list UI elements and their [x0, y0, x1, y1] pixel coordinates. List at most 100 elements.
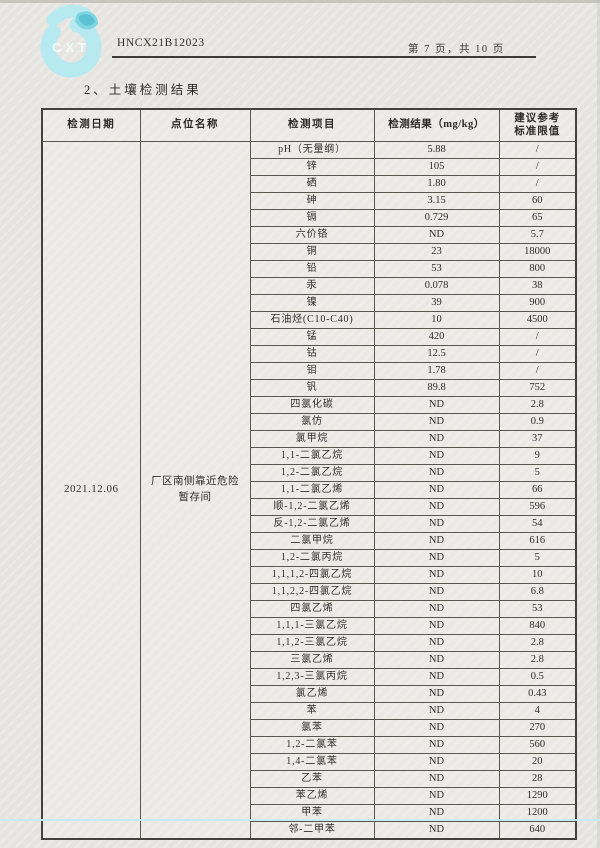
result-cell: 420 — [373, 328, 500, 346]
analyte-cell: 石油烃(C10-C40) — [249, 311, 375, 329]
limit-cell: 0.5 — [498, 668, 577, 686]
table-row: 砷 3.15 60 — [42, 192, 577, 210]
limit-cell: 0.43 — [498, 685, 577, 703]
col-header-date: 检测日期 — [41, 108, 141, 142]
analyte-cell: 顺-1,2-二氯乙烯 — [249, 498, 375, 516]
table-body: 2021.12.06 厂区南侧靠近危险暂存间 pH（无量纲） 5.88/锌 105/硒 1… — [41, 141, 577, 840]
result-cell: ND — [373, 770, 500, 788]
analyte-cell: 苯乙烯 — [249, 787, 375, 805]
analyte-cell: 三氯乙烯 — [249, 651, 375, 669]
scan-right-edge — [597, 0, 600, 848]
result-cell: ND — [373, 821, 500, 840]
result-cell: 23 — [373, 243, 500, 261]
limit-cell: 5.7 — [498, 226, 577, 244]
table-row: 六价铬 ND 5.7 — [42, 226, 577, 244]
limit-cell: 2.8 — [498, 634, 577, 652]
table-row: 2021.12.06 厂区南侧靠近危险暂存间 pH（无量纲） 5.88/ — [41, 141, 577, 840]
table-row: 氯仿 ND 0.9 — [42, 413, 577, 431]
result-cell: 39 — [373, 294, 500, 312]
table-row: 汞 0.078 38 — [42, 277, 577, 295]
logo-text: CXT — [52, 40, 90, 55]
analyte-cell: 1,2,3-三氯丙烷 — [249, 668, 375, 686]
result-cell: ND — [373, 702, 500, 720]
table-header-row: 检测日期 点位名称 检测项目 检测结果（mg/kg） 建议参考标准限值 — [41, 108, 577, 142]
analyte-cell: 1,2-二氯丙烷 — [249, 549, 375, 567]
col-header-item: 检测项目 — [249, 108, 375, 142]
result-cell: ND — [373, 413, 500, 431]
result-cell: ND — [373, 617, 500, 635]
result-cell: 0.078 — [373, 277, 500, 295]
table-row: 顺-1,2-二氯乙烯 ND 596 — [42, 498, 577, 516]
limit-cell: 270 — [498, 719, 577, 737]
result-cell: ND — [373, 685, 500, 703]
col-header-location: 点位名称 — [139, 108, 251, 142]
analyte-cell: 汞 — [249, 277, 375, 295]
analyte-cell: 氯乙烯 — [249, 685, 375, 703]
result-cell: 0.729 — [373, 209, 500, 227]
result-cell: 1.78 — [373, 362, 500, 380]
analyte-cell: 1,2-二氯乙烷 — [249, 464, 375, 482]
analyte-cell: 砷 — [249, 192, 375, 210]
result-cell: ND — [373, 464, 500, 482]
result-cell: ND — [373, 600, 500, 618]
table-row: 乙苯 ND 28 — [42, 770, 577, 788]
limit-cell: 5 — [498, 549, 577, 567]
table-row: 1,1,1,2-四氯乙烷 ND 10 — [42, 566, 577, 584]
limit-cell: 38 — [498, 277, 577, 295]
result-cell: ND — [373, 583, 500, 601]
limit-cell: 53 — [498, 600, 577, 618]
analyte-cell: 四氯乙烯 — [249, 600, 375, 618]
analyte-cell: 1,1,1-三氯乙烷 — [249, 617, 375, 635]
table-row: 石油烃(C10-C40) 10 4500 — [42, 311, 577, 329]
limit-cell: / — [498, 141, 577, 159]
col-header-result: 检测结果（mg/kg） — [373, 108, 500, 142]
table-row: 四氯乙烯 ND 53 — [42, 600, 577, 618]
table-row: 1,2,3-三氯丙烷 ND 0.5 — [42, 668, 577, 686]
analyte-cell: 1,1,2-三氯乙烷 — [249, 634, 375, 652]
analyte-cell: 铅 — [249, 260, 375, 278]
result-cell: 12.5 — [373, 345, 500, 363]
result-cell: ND — [373, 651, 500, 669]
table-row: 锰 420/ — [42, 328, 577, 346]
limit-cell: 28 — [498, 770, 577, 788]
analyte-cell: 反-1,2-二氯乙烯 — [249, 515, 375, 533]
limit-cell: 800 — [498, 260, 577, 278]
analyte-cell: 二氯甲烷 — [249, 532, 375, 550]
table-row: 钴 12.5/ — [42, 345, 577, 363]
limit-cell: 1200 — [498, 804, 577, 822]
limit-cell: 752 — [498, 379, 577, 397]
table-row: 氯乙烯 ND 0.43 — [42, 685, 577, 703]
table-row: 锌 105/ — [42, 158, 577, 176]
analyte-cell: 钒 — [249, 379, 375, 397]
analyte-cell: 乙苯 — [249, 770, 375, 788]
result-cell: 1.80 — [373, 175, 500, 193]
limit-cell: / — [498, 328, 577, 346]
analyte-cell: 四氯化碳 — [249, 396, 375, 414]
limit-cell: 640 — [498, 821, 577, 840]
result-cell: ND — [373, 532, 500, 550]
limit-cell: / — [498, 345, 577, 363]
sample-date-cell: 2021.12.06 — [41, 141, 141, 840]
analyte-cell: 六价铬 — [249, 226, 375, 244]
table-row: 邻-二甲苯 ND 640 — [42, 821, 577, 840]
result-cell: ND — [373, 549, 500, 567]
result-cell: 3.15 — [373, 192, 500, 210]
limit-cell: 18000 — [498, 243, 577, 261]
limit-cell: 0.9 — [498, 413, 577, 431]
analyte-cell: 氯仿 — [249, 413, 375, 431]
limit-cell: 596 — [498, 498, 577, 516]
analyte-cell: 钴 — [249, 345, 375, 363]
analyte-cell: 1,4-二氯苯 — [249, 753, 375, 771]
table-row: 四氯化碳 ND 2.8 — [42, 396, 577, 414]
result-cell: 89.8 — [373, 379, 500, 397]
table-row: 1,4-二氯苯 ND 20 — [42, 753, 577, 771]
limit-cell: 900 — [498, 294, 577, 312]
col-header-limit: 建议参考标准限值 — [498, 108, 577, 142]
limit-cell: 4 — [498, 702, 577, 720]
limit-cell: / — [498, 175, 577, 193]
table-row: 苯 ND 4 — [42, 702, 577, 720]
limit-cell: / — [498, 362, 577, 380]
limit-cell: / — [498, 158, 577, 176]
table-row: 1,2-二氯苯 ND 560 — [42, 736, 577, 754]
logo-swirl-icon: CXT — [40, 4, 102, 78]
